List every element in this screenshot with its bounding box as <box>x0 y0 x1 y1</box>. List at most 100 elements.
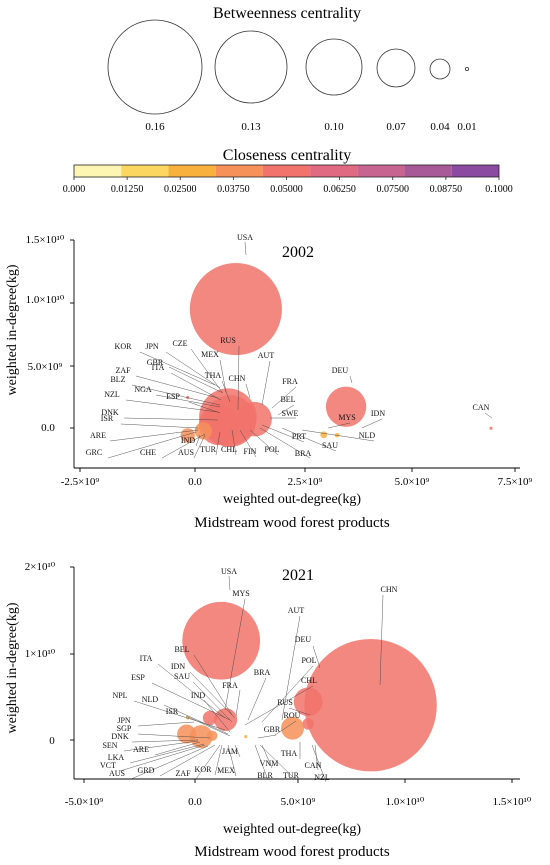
x-tick-label-4: 7.5×10⁹ <box>498 476 533 488</box>
country-label-zaf: ZAF <box>115 366 131 375</box>
leader-line-0 <box>244 241 247 256</box>
leader-line-22 <box>327 422 351 429</box>
country-label-gbr: GBR <box>264 725 281 734</box>
chart-2021-x-ticks: -5.0×10⁹ 0.0 5.0×10⁹ 1.0×10¹⁰ 1.5×10¹⁰ <box>65 779 532 808</box>
country-label-sau: SAU <box>174 672 190 681</box>
bubble-bel <box>202 710 218 726</box>
country-label-zaf: ZAF <box>175 769 191 778</box>
colorbar-segment-8 <box>451 165 499 177</box>
leader-line-21 <box>120 423 199 429</box>
country-label-are: ARE <box>133 745 149 754</box>
leader-line-5 <box>135 375 219 399</box>
leader-line-24 <box>484 412 493 419</box>
x-tick-label-0: -2.5×10⁹ <box>61 476 100 488</box>
bubble-rus <box>293 687 323 717</box>
y-tick-label-3: 1.5×10¹⁰ <box>26 234 65 246</box>
betweenness-value-4: 0.04 <box>430 121 450 133</box>
chart-2021-country-labels: USA MYS CHN AUT DEU BEL ITA IDN POL ESP SAU BRA CHL F… <box>100 567 398 782</box>
leader-line-4 <box>312 645 321 669</box>
bubble-can <box>489 426 493 430</box>
leader-line-12 <box>131 384 221 406</box>
leader-line-7 <box>219 359 227 393</box>
chart-2021-leader-lines <box>119 575 384 783</box>
leader-line-39 <box>311 744 327 783</box>
x-tick-label-4: 1.5×10¹⁰ <box>493 796 532 808</box>
country-label-rus: RUS <box>220 336 236 345</box>
leader-line-32 <box>227 744 237 777</box>
chart-2002-title: 2002 <box>282 244 314 261</box>
country-label-chl: CHL <box>221 445 237 454</box>
leader-line-26 <box>107 431 197 459</box>
colorbar-tick-label-3: 0.03750 <box>217 184 250 195</box>
leader-line-23 <box>131 739 199 743</box>
betweenness-value-0: 0.16 <box>145 121 165 133</box>
country-label-rou: ROU <box>284 711 301 720</box>
leader-line-8 <box>237 345 240 411</box>
colorbar-tick-label-0: 0.000 <box>63 184 86 195</box>
leader-line-27 <box>161 433 206 459</box>
leader-line-29 <box>159 744 216 777</box>
chart-2021-x-label: weighted out-degree(kg) <box>223 822 361 837</box>
country-label-nld: NLD <box>142 695 159 704</box>
x-tick-label-3: 1.0×10¹⁰ <box>386 796 425 808</box>
country-label-fra: FRA <box>282 377 298 386</box>
country-label-are: ARE <box>90 431 106 440</box>
chart-2021-title: 2021 <box>282 567 314 584</box>
betweenness-legend: Betweenness centrality 0.16 0.13 0.10 0.… <box>107 5 477 133</box>
country-label-vct: VCT <box>100 761 116 770</box>
country-label-idn: IDN <box>171 662 185 671</box>
country-label-chn: CHN <box>229 374 246 383</box>
leader-line-19 <box>123 417 219 421</box>
leader-line-30 <box>215 431 221 456</box>
country-label-mex: MEX <box>201 350 219 359</box>
country-label-mys: MYS <box>232 589 249 598</box>
leader-line-13 <box>235 689 241 717</box>
betweenness-circle-0-16 <box>107 19 203 115</box>
leader-line-31 <box>231 429 237 456</box>
country-label-blr: BLR <box>257 771 273 780</box>
leader-line-11 <box>261 360 271 406</box>
colorbar-segment-6 <box>357 165 405 177</box>
leader-line-37 <box>301 429 375 442</box>
betweenness-legend-title: Betweenness centrality <box>213 5 361 22</box>
leader-line-1 <box>139 351 216 386</box>
chart-2021: USA MYS CHN AUT DEU BEL ITA IDN POL ESP SAU BRA CHL F… <box>5 561 532 860</box>
country-label-can: CAN <box>305 761 322 770</box>
country-label-pol: POL <box>301 656 316 665</box>
country-label-jpn: JPN <box>117 716 131 725</box>
leader-line-18 <box>185 715 231 737</box>
colorbar-segment-3 <box>215 165 263 177</box>
country-label-che: CHE <box>140 448 156 457</box>
bubble-aut <box>237 401 272 437</box>
leader-line-0 <box>228 575 231 591</box>
bubble-mys <box>320 431 328 439</box>
country-label-fra: FRA <box>222 681 238 690</box>
leader-line-25 <box>154 741 201 756</box>
leader-line-19 <box>274 720 297 736</box>
leader-line-29 <box>193 434 206 459</box>
leader-line-27 <box>119 744 206 772</box>
closeness-colorbar-ticks: 0.000 0.01250 0.02500 0.03750 0.05000 0.06250… <box>63 177 513 195</box>
bubble-deu <box>302 718 314 730</box>
colorbar-tick-label-6: 0.07500 <box>377 184 410 195</box>
leader-line-15 <box>188 401 221 414</box>
chart-2002-y-ticks: 0.0 5.0×10⁹ 1.0×10¹⁰ 1.5×10¹⁰ <box>26 234 74 434</box>
betweenness-circle-0-07 <box>376 48 416 88</box>
leader-line-36 <box>281 427 337 452</box>
colorbar-tick-label-4: 0.05000 <box>270 184 303 195</box>
y-tick-label-2: 1.0×10¹⁰ <box>26 294 65 306</box>
betweenness-circle-0-13 <box>214 30 288 104</box>
chart-2002-axes <box>73 240 520 469</box>
chart-2002-x-label: weighted out-degree(kg) <box>223 492 361 507</box>
leader-line-34 <box>259 427 311 459</box>
leader-line-14 <box>125 399 219 413</box>
leader-line-11 <box>247 677 267 721</box>
colorbar-tick-label-7: 0.08750 <box>430 184 463 195</box>
chart-2002-x-ticks: -2.5×10⁹ 0.0 2.5×10⁹ 5.0×10⁹ 7.5×10⁹ <box>61 468 533 488</box>
x-tick-label-3: 5.0×10⁹ <box>395 476 430 488</box>
x-tick-label-2: 2.5×10⁹ <box>288 476 323 488</box>
leader-line-2 <box>379 594 384 686</box>
country-label-gbr: GBR <box>147 358 164 367</box>
y-tick-label-2: 2×10¹⁰ <box>25 561 56 573</box>
bubble-vnm <box>207 730 218 741</box>
